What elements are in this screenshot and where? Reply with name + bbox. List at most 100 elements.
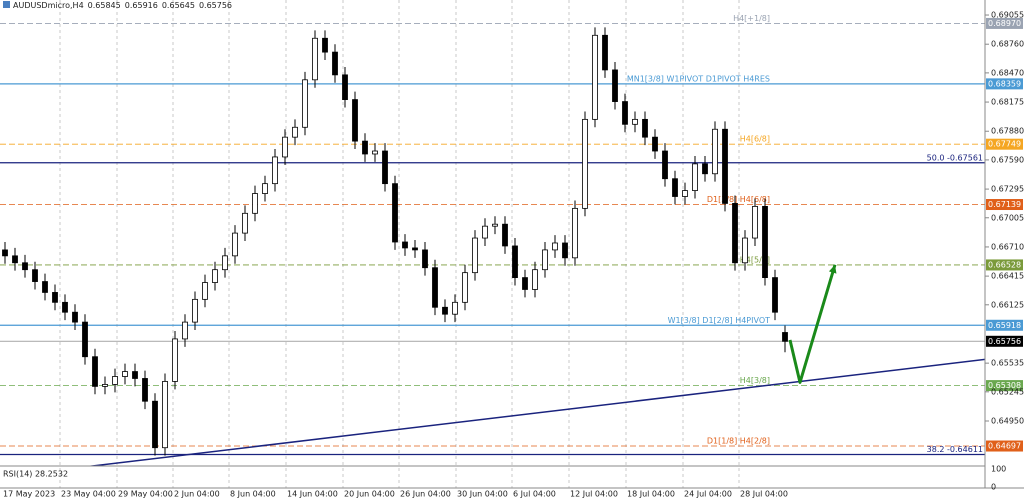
y-tick-label: 0.66710: [991, 242, 1024, 251]
candle-body: [332, 51, 338, 76]
candle-body: [432, 267, 438, 308]
candle-body: [52, 292, 58, 303]
header-high: 0.65916: [125, 1, 158, 10]
x-tick-label: 28 Jul 04:00: [740, 490, 788, 499]
trendline: [85, 358, 985, 466]
candle-body: [692, 163, 698, 191]
y-tick-label: 0.66125: [991, 300, 1024, 309]
level-label: H4[+1/8]: [733, 14, 770, 23]
price-badge-label: 0.67749: [988, 140, 1021, 149]
candle-body: [662, 150, 668, 180]
candle-body: [142, 378, 148, 402]
candle-body: [572, 207, 578, 259]
x-tick-label: 30 Jun 04:00: [457, 490, 508, 499]
candle-body: [312, 37, 318, 81]
x-tick-label: 26 Jun 04:00: [400, 490, 451, 499]
arrow-head: [828, 264, 837, 274]
candle-body: [292, 126, 298, 138]
candle-body: [202, 282, 208, 300]
candle-body: [302, 79, 308, 128]
rsi-tick-label: 0: [991, 483, 996, 492]
candles-layer: [2, 27, 985, 466]
level-label: W1[3/8] D1[2/8] H4PIVOT: [668, 316, 770, 325]
candle-body: [412, 247, 418, 251]
candle-body: [352, 99, 358, 142]
candle-body: [92, 356, 98, 387]
candle-body: [422, 249, 428, 269]
candle-body: [602, 34, 608, 71]
candle-body: [682, 190, 688, 197]
y-tick-label: 0.67005: [991, 213, 1024, 222]
candle-body: [592, 34, 598, 120]
x-tick-label: 8 Jun 04:00: [230, 490, 276, 499]
level-label: D1[3/8] H4[6/8]: [707, 195, 770, 204]
candle-body: [772, 277, 778, 313]
price-badge-label: 0.66528: [988, 260, 1021, 269]
header-open: 0.65845: [88, 1, 121, 10]
x-tick-label: 17 May 2023: [3, 490, 55, 499]
candle-body: [172, 338, 178, 382]
candle-body: [722, 128, 728, 204]
level-label: D1[1/8] H4[2/8]: [707, 437, 770, 446]
level-label: H4[3/8]: [740, 376, 770, 385]
price-badge-label: 0.65308: [988, 381, 1021, 390]
x-tick-label: 24 Jul 04:00: [684, 490, 732, 499]
candle-body: [72, 311, 78, 323]
candle-body: [672, 178, 678, 197]
candle-body: [452, 301, 458, 315]
x-tick-label: 2 Jun 04:00: [174, 490, 220, 499]
y-tick-label: 0.65245: [991, 387, 1024, 396]
levels-layer: 0.68970 H4[+1/8] 0.68359 MN1[3/8] W1PIVOT D…: [0, 14, 1023, 456]
candle-body: [382, 150, 388, 185]
candle-body: [192, 298, 198, 323]
x-tick-label: 18 Jul 04:00: [627, 490, 675, 499]
candle-body: [132, 371, 138, 379]
header-symbol: AUDUSDmicro,H4: [13, 1, 84, 10]
x-tick-label: 12 Jul 04:00: [570, 490, 618, 499]
candle-body: [282, 136, 288, 158]
candle-body: [622, 101, 628, 125]
y-tick-label: 0.68470: [991, 68, 1024, 77]
candle-body: [342, 74, 348, 100]
candle-body: [252, 193, 258, 214]
candle-body: [392, 183, 398, 243]
candle-body: [242, 212, 248, 234]
rsi-tick-label: 100: [991, 465, 1006, 474]
symbol-icon: [3, 1, 10, 8]
candle-body: [102, 384, 108, 387]
price-badge-label: 0.68970: [988, 19, 1021, 28]
level-label: 38.2 -0.64611: [927, 445, 983, 454]
rsi-label: RSI(14) 28.2532: [3, 470, 68, 479]
candle-body: [762, 205, 768, 279]
candle-body: [642, 118, 648, 138]
price-badge: [986, 335, 1023, 347]
x-tick-label: 23 May 04:00: [61, 490, 116, 499]
candle-body: [112, 376, 118, 385]
candle-body: [742, 237, 748, 264]
candle-body: [502, 223, 508, 247]
candle-body: [372, 150, 378, 155]
candle-body: [222, 255, 228, 271]
y-tick-label: 0.69055: [991, 11, 1024, 20]
candle-body: [322, 37, 328, 53]
y-tick-label: 0.67295: [991, 185, 1024, 194]
price-badge: [986, 319, 1023, 331]
price-badge: [986, 199, 1023, 211]
price-badge: [986, 259, 1023, 271]
candle-body: [552, 242, 558, 251]
price-badge-label: 0.65756: [988, 337, 1021, 346]
price-badge-label: 0.68359: [988, 79, 1021, 88]
y-tick-label: 0.68175: [991, 98, 1024, 107]
candle-body: [402, 241, 408, 249]
candle-body: [562, 242, 568, 259]
candle-body: [732, 203, 738, 264]
candle-body: [182, 321, 188, 340]
candle-body: [12, 255, 18, 264]
level-label: H4[6/8]: [740, 135, 770, 144]
y-tick-label: 0.64950: [991, 417, 1024, 426]
y-tick-label: 0.65535: [991, 359, 1024, 368]
level-label: 50.0 -0.67561: [927, 153, 983, 162]
candle-body: [582, 118, 588, 209]
price-badge-label: 0.64697: [988, 442, 1021, 451]
